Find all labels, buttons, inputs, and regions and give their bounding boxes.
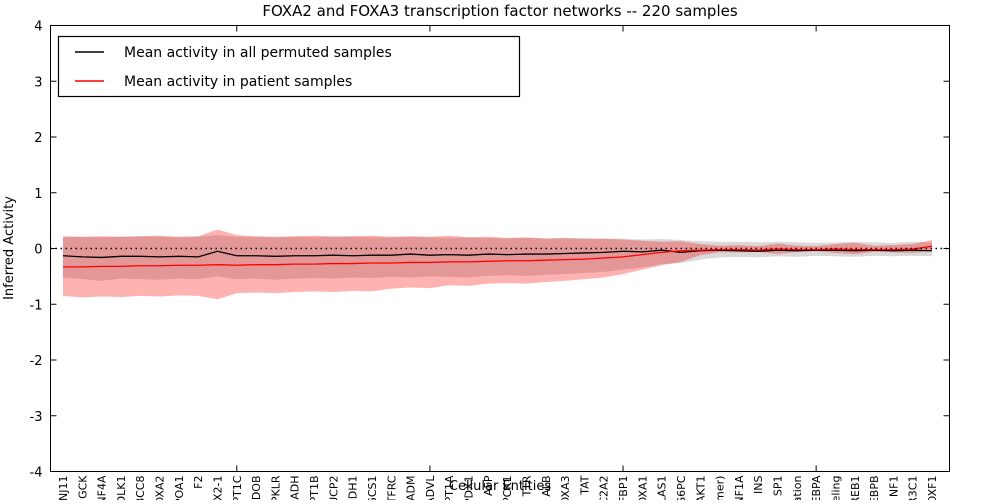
- x-tick-label: ALDOB: [250, 476, 263, 501]
- x-tick-label: PCK1: [501, 475, 514, 500]
- x-tick-label: TTR: [520, 475, 533, 497]
- x-tick-label: TAT: [578, 475, 591, 496]
- x-tick-label: NF1: [887, 476, 900, 498]
- y-tick-label: 3: [34, 75, 42, 90]
- legend-box: [57, 35, 521, 98]
- x-tick-label: HADH: [289, 476, 302, 501]
- y-tick-labels: -4 -3 -2 -1 0 1 2 3 4: [30, 20, 43, 481]
- x-tick-label: F2: [192, 476, 205, 489]
- x-tick-label: HNF4A: [96, 475, 109, 500]
- x-tick-label: HNF1A: [733, 475, 746, 500]
- x-tick-label: APOA1: [173, 476, 186, 501]
- x-tick-label: DLK1: [115, 476, 128, 501]
- x-tick-label: SLC2A2: [598, 476, 611, 501]
- x-tick-label: CEBPB: [868, 476, 881, 501]
- x-tick-label: CPT1C: [231, 475, 244, 500]
- x-tick-labels: KCNJ11 GCK HNF4A DLK1 ABCC8 FOXA2 APOA1 F2 NKX2-…: [57, 475, 939, 504]
- x-tick-label: ALAS1: [656, 476, 669, 501]
- x-tick-label: SP1: [772, 476, 785, 497]
- legend-label-patient: Mean activity in patient samples: [124, 74, 352, 90]
- x-tick-label: TFRC: [385, 475, 398, 500]
- x-tick-label: GCK: [76, 475, 89, 499]
- y-tick-label: 0: [34, 243, 42, 258]
- y-axis-label: Inferred Activity: [2, 196, 17, 300]
- permuted-mean-line: [62, 249, 933, 259]
- x-tick-label: CREB1: [849, 476, 862, 501]
- x-tick-label: ALB: [540, 476, 553, 497]
- plot-border: [50, 25, 950, 472]
- x-tick-label: PKLR: [269, 475, 282, 500]
- y-tick-label: 4: [34, 20, 42, 35]
- y-tick-label: 2: [34, 131, 42, 146]
- x-tick-label: CEBPA: [810, 475, 823, 500]
- y-tick-label: -1: [30, 298, 43, 313]
- confidence-bands: [63, 229, 932, 300]
- x-axis-label: Cellular Entities: [449, 479, 551, 494]
- x-tick-label: IGFBP1: [617, 476, 630, 501]
- y-tick-label: -2: [30, 354, 43, 369]
- x-tick-label: NKX2-1: [211, 476, 224, 501]
- x-tick-label: response to starvation: [791, 475, 804, 500]
- x-tick-label: FOXF1: [926, 476, 939, 501]
- y-tick-label: 1: [34, 187, 42, 202]
- x-tick-label: HNF1A (dimer): [714, 476, 727, 501]
- x-tick-label: NR3C1: [907, 476, 920, 501]
- y-tick-label: -4: [30, 466, 43, 481]
- patient-band: [63, 229, 932, 300]
- x-tick-label: INS: [752, 475, 765, 493]
- x-tick-label: CPT1A: [443, 475, 456, 500]
- x-tick-label: PDX1: [463, 476, 476, 501]
- x-tick-label: KCNJ11: [57, 476, 70, 501]
- x-tick-label: ACADVL: [424, 475, 437, 500]
- plot-area: [50, 25, 950, 472]
- series-lines: [62, 245, 933, 268]
- x-tick-label: BDH1: [347, 476, 360, 501]
- x-tick-label: HMGCS1: [366, 476, 379, 501]
- x-tick-label: AKT1: [694, 476, 707, 501]
- x-tick-label: chromatin remodeling: [829, 476, 842, 501]
- patient-mean-line: [63, 245, 933, 268]
- x-tick-label: ABCC8: [134, 476, 147, 501]
- x-tick-label: G6PC: [675, 475, 688, 500]
- legend-label-permuted: Mean activity in all permuted samples: [124, 45, 392, 61]
- permuted-band: [63, 235, 932, 281]
- x-tick-label: AFP: [482, 475, 495, 496]
- x-tick-label: ACADM: [405, 476, 418, 501]
- x-tick-label: FOXA3: [559, 476, 572, 501]
- x-tick-label: CPT1B: [308, 476, 321, 501]
- legend: Mean activity in all permuted samples Me…: [57, 35, 521, 98]
- y-tick-label: -3: [30, 410, 43, 425]
- x-tick-label: FOXA2: [154, 476, 167, 501]
- x-tick-label: UCP2: [327, 476, 340, 501]
- x-tick-label: FOXA1: [636, 476, 649, 501]
- chart-title: FOXA2 and FOXA3 transcription factor net…: [262, 2, 738, 20]
